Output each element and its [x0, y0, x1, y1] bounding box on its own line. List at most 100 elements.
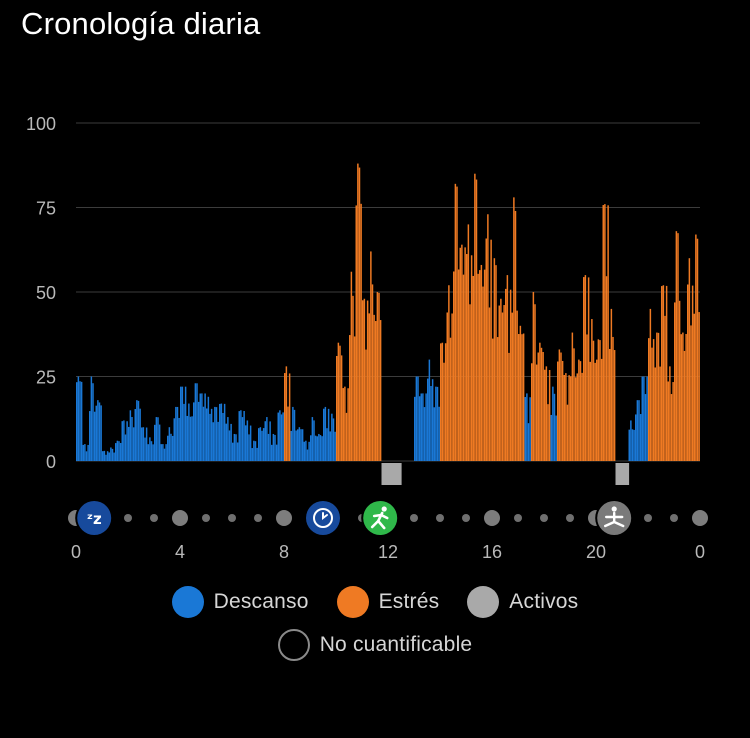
- bar: [110, 447, 112, 461]
- bar: [483, 269, 486, 461]
- x-tick-label: 16: [482, 542, 502, 562]
- bar: [586, 334, 588, 461]
- bar: [175, 406, 177, 461]
- legend-label-unmeasurable: No cuantificable: [319, 633, 473, 656]
- bar: [487, 214, 489, 461]
- bar: [206, 408, 208, 461]
- bar: [631, 429, 634, 461]
- bar: [111, 448, 114, 461]
- bar: [695, 234, 697, 461]
- legend-item-stress[interactable]: Estrés: [336, 586, 440, 618]
- bar: [168, 427, 171, 461]
- bar: [337, 342, 340, 461]
- timeline-major-dot: [276, 510, 292, 526]
- x-tick-label: 20: [586, 542, 606, 562]
- bar: [295, 430, 297, 461]
- bar: [633, 429, 635, 461]
- bar: [194, 383, 197, 461]
- bar: [285, 366, 288, 461]
- bar: [687, 284, 689, 461]
- bar: [539, 342, 541, 461]
- bar: [105, 454, 107, 461]
- bar: [662, 285, 665, 461]
- y-tick-label: 25: [36, 368, 56, 388]
- bar: [124, 434, 127, 461]
- bar: [540, 347, 543, 461]
- timeline-minor-dot: [540, 514, 548, 522]
- bar: [210, 408, 213, 461]
- clock-icon: [304, 499, 342, 537]
- bar: [238, 411, 240, 461]
- legend-item-unmeasurable[interactable]: No cuantificable: [277, 629, 473, 661]
- x-tick-label: 12: [378, 542, 398, 562]
- bar: [115, 443, 117, 461]
- bar: [509, 289, 512, 461]
- legend-swatch-stress: [336, 586, 369, 618]
- bar: [327, 408, 330, 461]
- bar: [693, 313, 695, 461]
- bar: [560, 352, 562, 461]
- bar: [690, 325, 692, 461]
- bar: [165, 444, 167, 461]
- timeline-minor-dot: [228, 514, 236, 522]
- bar: [95, 405, 97, 461]
- bar: [490, 239, 492, 461]
- bar: [443, 362, 445, 461]
- timeline-minor-dot: [150, 514, 158, 522]
- bar: [311, 417, 314, 461]
- bar: [334, 431, 336, 461]
- bar: [589, 361, 591, 461]
- bar: [375, 321, 377, 461]
- bar: [678, 300, 681, 461]
- bar: [280, 414, 283, 461]
- timeline-minor-dot: [124, 514, 132, 522]
- bar: [170, 433, 172, 461]
- bar: [350, 271, 353, 461]
- chart-bars: [76, 163, 700, 462]
- bar: [495, 265, 497, 461]
- bar: [472, 275, 474, 461]
- bar: [282, 412, 284, 461]
- bar: [461, 244, 463, 461]
- bar: [259, 427, 262, 461]
- bar: [534, 304, 536, 461]
- bar: [102, 451, 104, 461]
- bar: [201, 393, 203, 461]
- bar: [501, 312, 504, 461]
- bar: [131, 416, 133, 461]
- timeline-minor-dot: [410, 514, 418, 522]
- bar: [576, 373, 578, 461]
- active-marker: [381, 463, 389, 485]
- bar: [139, 408, 141, 461]
- bar: [669, 366, 671, 461]
- bar: [477, 273, 479, 461]
- y-tick-label: 50: [36, 283, 56, 303]
- bar: [654, 367, 656, 461]
- run-icon-body: [370, 511, 389, 530]
- bar: [313, 420, 315, 461]
- bar: [173, 418, 175, 461]
- bar: [155, 417, 158, 461]
- bar: [597, 339, 600, 461]
- timeline-minor-dot: [566, 514, 574, 522]
- bar: [344, 386, 346, 461]
- bar: [108, 452, 110, 461]
- bar: [284, 373, 286, 461]
- timeline-major-dot: [172, 510, 188, 526]
- bar: [600, 358, 603, 461]
- x-tick-label: 4: [175, 542, 185, 562]
- bar: [358, 167, 361, 462]
- bar: [103, 450, 106, 461]
- run-icon: [361, 499, 400, 537]
- bar: [537, 352, 539, 461]
- bar: [236, 442, 239, 461]
- bar: [444, 343, 447, 461]
- legend-item-active[interactable]: Activos: [467, 586, 578, 618]
- sleep-icon: ᶻz: [75, 499, 114, 537]
- bar: [373, 314, 375, 461]
- bar: [186, 415, 188, 461]
- bar: [157, 417, 159, 461]
- bar: [466, 254, 468, 461]
- timeline-icons: ᶻz: [75, 499, 634, 537]
- legend-item-rest[interactable]: Descanso: [171, 586, 309, 618]
